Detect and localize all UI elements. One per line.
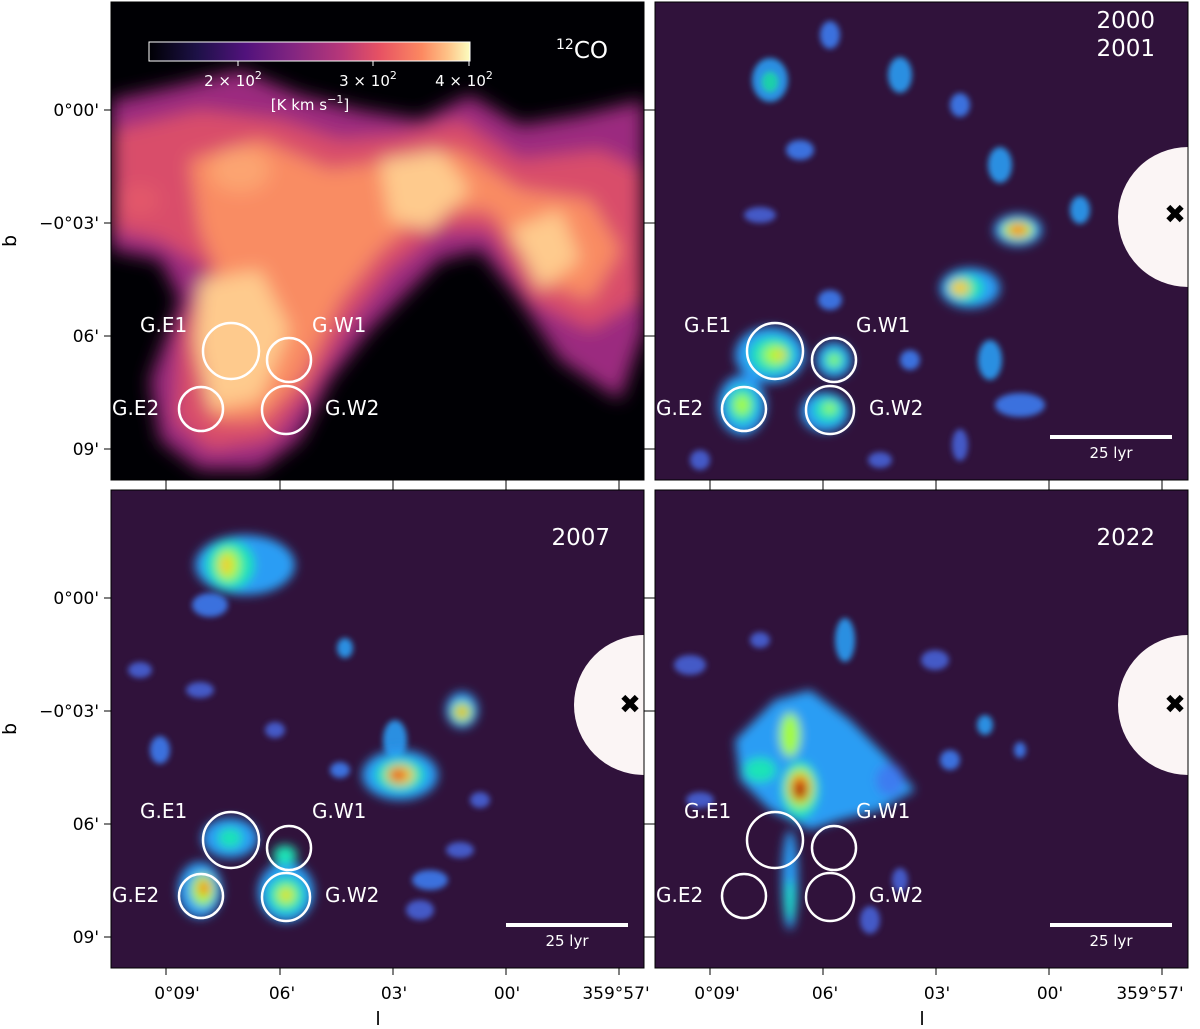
panel-2000-label-line2: 2001	[1096, 36, 1155, 62]
xtick-left-2: 03'	[381, 984, 407, 1004]
ytick-bottom-1: −0°03'	[39, 702, 99, 722]
panel-2022-background	[655, 490, 1188, 968]
axis-ticks	[104, 109, 1163, 975]
ytick-top-2: 06'	[73, 327, 99, 347]
mask-disk-2022	[1118, 635, 1188, 775]
region-circles-2000	[720, 321, 858, 436]
colorbar	[148, 41, 471, 62]
xtick-right-3: 00'	[1037, 984, 1063, 1004]
scalebar-label-2022: 25 lyr	[1089, 932, 1133, 950]
panel-2007: ✖ 2007 G.E1 G.W1 G.E2 G.W2 25 lyr	[110, 489, 645, 969]
xtick-left-0: 0°09'	[154, 984, 200, 1004]
panel-2022: ✖ 2022 G.E1 G.W1 G.E2 G.W2 25 lyr	[654, 489, 1189, 969]
scalebar-label-2000: 25 lyr	[1089, 444, 1133, 462]
xlabel-left: l	[375, 1008, 380, 1029]
panel-2022-label: 2022	[1096, 525, 1155, 551]
xtick-left-4: 359°57'	[582, 984, 649, 1004]
region-label-g-w1-2022: G.W1	[856, 799, 910, 823]
region-label-g-w1: G.W1	[312, 313, 366, 337]
panel-2007-label: 2007	[551, 525, 610, 551]
cross-icon: ✖	[1164, 690, 1186, 720]
region-circles-2007	[177, 810, 313, 923]
ytick-top-3: 09'	[73, 440, 99, 460]
xtick-left-3: 00'	[494, 984, 520, 1004]
ytick-top-0: 0°00'	[53, 101, 99, 121]
mask-disk-2007	[574, 635, 644, 775]
co-emission-map	[111, 70, 644, 470]
colorbar-tick-1: 2 × 102	[204, 69, 262, 90]
region-circles-2022	[720, 810, 858, 923]
xtick-right-4: 359°57'	[1116, 984, 1183, 1004]
region-label-g-e1-2000: G.E1	[684, 313, 731, 337]
panel-co: 2 × 102 3 × 102 4 × 102 [K km s−1] 12CO …	[110, 1, 645, 481]
colorbar-ticks	[237, 61, 470, 66]
region-label-g-w2-2022: G.W2	[869, 883, 923, 907]
region-label-g-e2: G.E2	[112, 396, 159, 420]
xray-map-2007	[128, 535, 490, 922]
region-circle-g-w2	[260, 384, 312, 436]
region-circle-g-e1	[201, 321, 261, 381]
ytick-bottom-2: 06'	[73, 815, 99, 835]
panel-2000-2001: ✖ 2000 2001 G.E1 G.W1 G.E2 G.W2 25 lyr	[654, 1, 1189, 481]
xtick-right-1: 06'	[812, 984, 838, 1004]
region-circle-g-e2	[177, 385, 225, 433]
xtick-right-2: 03'	[924, 984, 950, 1004]
region-label-g-w1-2000: G.W1	[856, 313, 910, 337]
region-label-g-w2-2000: G.W2	[869, 396, 923, 420]
scalebar-label-2007: 25 lyr	[545, 932, 589, 950]
region-label-g-e1-2022: G.E1	[684, 799, 731, 823]
ytick-bottom-0: 0°00'	[53, 589, 99, 609]
mask-disk-2000	[1118, 147, 1188, 287]
region-label-g-w2-2007: G.W2	[325, 883, 379, 907]
region-label-g-w2: G.W2	[325, 396, 379, 420]
xray-map-2000	[690, 21, 1090, 470]
colorbar-tick-3: 4 × 102	[435, 69, 493, 90]
ytick-bottom-3: 09'	[73, 928, 99, 948]
region-label-g-w1-2007: G.W1	[312, 799, 366, 823]
region-circle-g-w1	[265, 336, 313, 384]
colorbar-unit-label: [K km s−1]	[271, 93, 349, 114]
panel-2000-label-line1: 2000	[1096, 8, 1155, 34]
panel-co-label: 12CO	[556, 37, 608, 64]
ylabel-bottom: b	[0, 723, 21, 735]
region-label-g-e2-2022: G.E2	[656, 883, 703, 907]
region-label-g-e2-2000: G.E2	[656, 396, 703, 420]
xtick-left-1: 06'	[269, 984, 295, 1004]
xtick-right-0: 0°09'	[694, 984, 740, 1004]
ytick-top-1: −0°03'	[39, 214, 99, 234]
xlabel-right: l	[919, 1008, 924, 1029]
region-label-g-e1-2007: G.E1	[140, 799, 187, 823]
region-label-g-e2-2007: G.E2	[112, 883, 159, 907]
region-label-g-e1: G.E1	[140, 313, 187, 337]
region-circles-co	[177, 321, 313, 436]
ylabel-top: b	[0, 235, 21, 247]
cross-icon: ✖	[619, 690, 641, 720]
colorbar-tick-2: 3 × 102	[339, 69, 397, 90]
xray-map-2022	[674, 618, 1026, 934]
cross-icon: ✖	[1164, 200, 1186, 230]
